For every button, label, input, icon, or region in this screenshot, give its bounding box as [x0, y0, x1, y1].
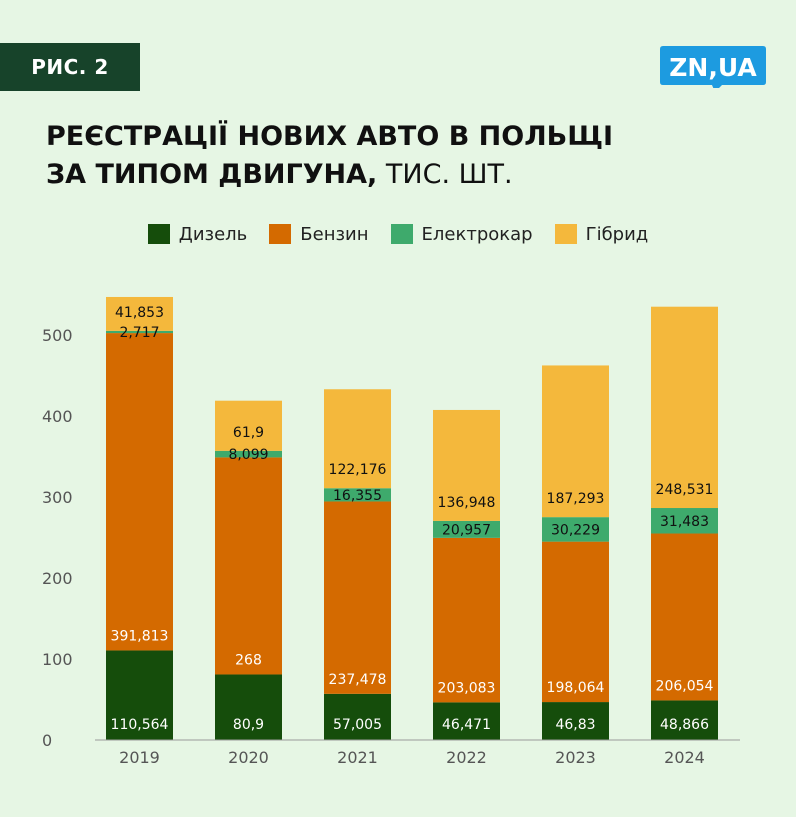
- bar-segment: [651, 306, 718, 509]
- bar-value-label: 16,355: [333, 488, 382, 504]
- bar-value-label: 31,483: [660, 514, 709, 530]
- bar-segment: [324, 488, 391, 502]
- bar-segment: [215, 457, 282, 675]
- bar-segment: [542, 541, 609, 703]
- x-tick-label: 2022: [446, 748, 487, 767]
- legend-swatch-electric: [390, 224, 413, 244]
- legend-label-diesel: Дизель: [178, 223, 248, 245]
- legend-swatch-hybrid: [554, 224, 577, 244]
- bar-segment: [542, 365, 609, 518]
- y-tick-label: 0: [42, 731, 52, 750]
- bar-value-label: 41,853: [115, 305, 164, 321]
- bar-segment: [324, 693, 391, 740]
- bar-segment: [106, 333, 173, 651]
- bar-value-label: 20,957: [442, 522, 491, 538]
- legend-swatch-diesel: [147, 224, 170, 244]
- bar-value-label: 136,948: [438, 495, 496, 511]
- chart-title-unit: ТИС. ШТ.: [377, 159, 513, 190]
- legend-swatch-petrol: [269, 224, 292, 244]
- bar-value-label: 110,564: [111, 717, 169, 733]
- bar-value-label: 61,9: [233, 425, 264, 441]
- bar-value-label: 203,083: [438, 680, 496, 696]
- bar-value-label: 48,866: [660, 717, 709, 733]
- x-tick-label: 2019: [119, 748, 160, 767]
- bar-segment: [215, 450, 282, 458]
- chart-title: РЕЄСТРАЦІЇ НОВИХ АВТО В ПОЛЬЩІ ЗА ТИПОМ …: [46, 118, 746, 194]
- bar-segment: [106, 650, 173, 740]
- bar-value-label: 46,83: [555, 717, 595, 733]
- logo: ZN,UA: [660, 46, 766, 88]
- bar-value-label: 391,813: [111, 628, 169, 644]
- figure-label: РИС. 2: [0, 43, 140, 91]
- chart-title-line2: ЗА ТИПОМ ДВИГУНА,: [46, 159, 378, 190]
- legend-item-hybrid: Гібрид: [554, 223, 649, 245]
- logo-background: [660, 46, 766, 88]
- y-tick-label: 100: [42, 650, 73, 669]
- legend-label-petrol: Бензин: [300, 223, 369, 245]
- bar-value-label: 57,005: [333, 717, 382, 733]
- bar-value-label: 237,478: [329, 672, 387, 688]
- y-tick-label: 400: [42, 407, 73, 426]
- bar-value-label: 268: [235, 652, 262, 668]
- bar-value-label: 122,176: [329, 462, 387, 478]
- bar-value-label: 248,531: [656, 482, 714, 498]
- bar-segment: [542, 517, 609, 542]
- bar-value-label: 46,471: [442, 717, 491, 733]
- x-tick-label: 2024: [664, 748, 705, 767]
- bar-segment: [433, 702, 500, 740]
- chart-legend: Дизель Бензин Електрокар Гібрид: [0, 222, 796, 246]
- bar-segment: [106, 296, 173, 331]
- bar-segment: [215, 400, 282, 451]
- bar-value-label: 198,064: [547, 680, 605, 696]
- legend-label-hybrid: Гібрид: [585, 223, 649, 245]
- logo-text: ZN,UA: [669, 53, 757, 82]
- bar-value-label: 8,099: [228, 447, 268, 463]
- bar-segment: [433, 537, 500, 703]
- bar-segment: [433, 409, 500, 521]
- y-tick-label: 200: [42, 569, 73, 588]
- bar-value-label: 206,054: [656, 678, 714, 694]
- x-tick-label: 2021: [337, 748, 378, 767]
- bar-segment: [324, 389, 391, 489]
- bar-value-label: 2,717: [119, 325, 159, 341]
- x-tick-label: 2020: [228, 748, 269, 767]
- bar-segment: [215, 674, 282, 740]
- bar-value-label: 80,9: [233, 717, 264, 733]
- y-tick-label: 500: [42, 326, 73, 345]
- legend-item-petrol: Бензин: [269, 223, 369, 245]
- bar-value-label: 30,229: [551, 522, 600, 538]
- bar-segment: [324, 501, 391, 694]
- bar-segment: [651, 700, 718, 740]
- bar-value-label: 187,293: [547, 491, 605, 507]
- bar-segment: [651, 533, 718, 701]
- legend-label-electric: Електрокар: [421, 223, 533, 245]
- y-tick-label: 300: [42, 488, 73, 507]
- legend-item-electric: Електрокар: [390, 223, 533, 245]
- bar-segment: [651, 508, 718, 534]
- legend-item-diesel: Дизель: [147, 223, 248, 245]
- chart-title-line1: РЕЄСТРАЦІЇ НОВИХ АВТО В ПОЛЬЩІ: [46, 121, 614, 152]
- bar-segment: [542, 702, 609, 740]
- bar-segment: [433, 520, 500, 538]
- bar-segment: [106, 330, 173, 334]
- x-tick-label: 2023: [555, 748, 596, 767]
